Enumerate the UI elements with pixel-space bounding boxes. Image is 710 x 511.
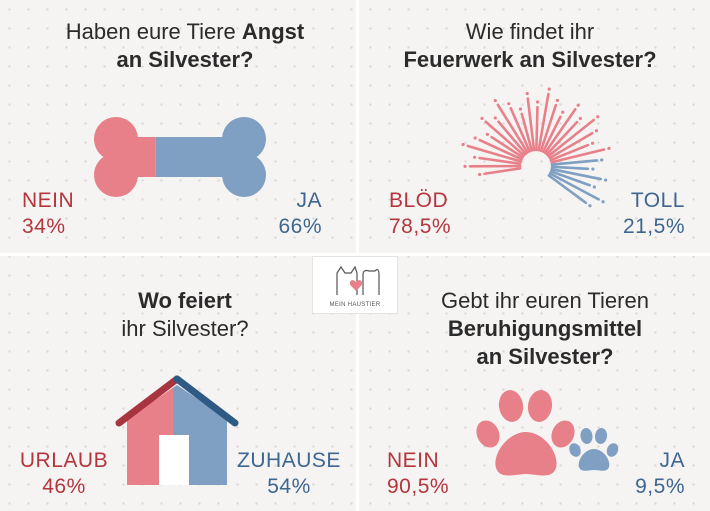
- firework-dot: [547, 87, 551, 91]
- firework-ray: [466, 144, 522, 163]
- question-beruhigungsmittel: Gebt ihr euren Tieren Beruhigungsmittel …: [441, 288, 649, 369]
- firework-ray: [526, 97, 536, 152]
- firework-ray: [550, 167, 602, 181]
- logo-text: MEIN HAUSTIER: [329, 302, 381, 308]
- firework-dot: [525, 91, 529, 96]
- firework-dot: [507, 102, 511, 106]
- firework-dot: [603, 178, 608, 182]
- question-feuerwerk: Wie findet ihr Feuerwerk an Silvester?: [403, 19, 657, 72]
- firework-ray: [550, 159, 599, 166]
- label-nein-1: NEIN 34%: [22, 189, 75, 238]
- firework-dot: [485, 132, 489, 136]
- firework-ray: [548, 172, 600, 201]
- firework-dot: [600, 158, 604, 162]
- firework-ray: [484, 120, 526, 157]
- firework-dot: [594, 129, 599, 133]
- label-zuhause: ZUHAUSE 54%: [237, 449, 341, 498]
- firework-dot: [592, 185, 596, 189]
- firework-dot: [518, 107, 523, 111]
- logo: MEIN HAUSTIER: [312, 256, 398, 314]
- firework-dot: [555, 98, 560, 103]
- firework-ray: [549, 143, 590, 162]
- firework-ray: [545, 120, 579, 156]
- horizontal-divider: [0, 253, 710, 256]
- firework-ray: [497, 120, 527, 156]
- firework-dot: [578, 116, 582, 121]
- label-urlaub: URLAUB 46%: [19, 449, 109, 498]
- question-wo-feiert: Wo feiert ihr Silvester?: [121, 288, 249, 341]
- firework-dot: [478, 172, 482, 177]
- firework-dot: [461, 142, 465, 147]
- firework-dot: [596, 115, 600, 119]
- firework-ray: [490, 135, 524, 159]
- bone-icon: [94, 117, 266, 197]
- firework-ray: [550, 148, 606, 164]
- firework-dot: [590, 141, 595, 145]
- firework-dot: [535, 100, 540, 104]
- label-ja-1: JA 66%: [278, 189, 322, 238]
- firework-ray: [483, 167, 522, 176]
- firework-ray: [478, 156, 522, 166]
- firework-dot: [473, 136, 477, 140]
- firework-ray: [478, 138, 523, 161]
- firework-dot: [588, 204, 592, 208]
- label-bloed: BLÖD 78,5%: [389, 189, 452, 238]
- firework-dot: [576, 103, 580, 107]
- firework-ray: [548, 131, 594, 160]
- firework-ray: [549, 170, 591, 187]
- firework-ray: [541, 115, 562, 153]
- firework-dot: [463, 164, 467, 168]
- cat-dog-heart-icon: [336, 265, 380, 295]
- label-toll: TOLL 21,5%: [622, 189, 685, 238]
- firework-dot: [601, 200, 605, 204]
- firework-dot: [493, 99, 497, 103]
- paw-icon-large: [476, 390, 575, 476]
- house-door: [159, 435, 189, 485]
- firework-dot: [480, 116, 484, 120]
- firework-ray: [509, 106, 531, 153]
- house-icon: [115, 375, 239, 485]
- firework-dot: [561, 110, 565, 114]
- label-ja-4: JA 9,5%: [635, 449, 685, 498]
- firework-dot: [473, 155, 477, 159]
- question-angst: Haben eure Tiere Angst an Silvester?: [65, 19, 305, 72]
- paw-icon-small: [569, 428, 619, 471]
- firework-ray: [547, 174, 588, 205]
- firework-dot: [607, 146, 611, 150]
- firework-ray: [543, 107, 577, 155]
- firework-ray: [539, 103, 558, 153]
- firework-ray: [520, 112, 534, 152]
- firework-ray: [550, 165, 590, 171]
- firework-ray: [535, 105, 539, 152]
- label-nein-4: NEIN 90,5%: [387, 449, 450, 498]
- firework-dot: [493, 116, 497, 120]
- firework-ray: [496, 103, 529, 154]
- firework-icon: [461, 87, 611, 208]
- firework-dot: [591, 167, 595, 171]
- firework-ray: [537, 92, 550, 152]
- firework-ray: [547, 118, 596, 158]
